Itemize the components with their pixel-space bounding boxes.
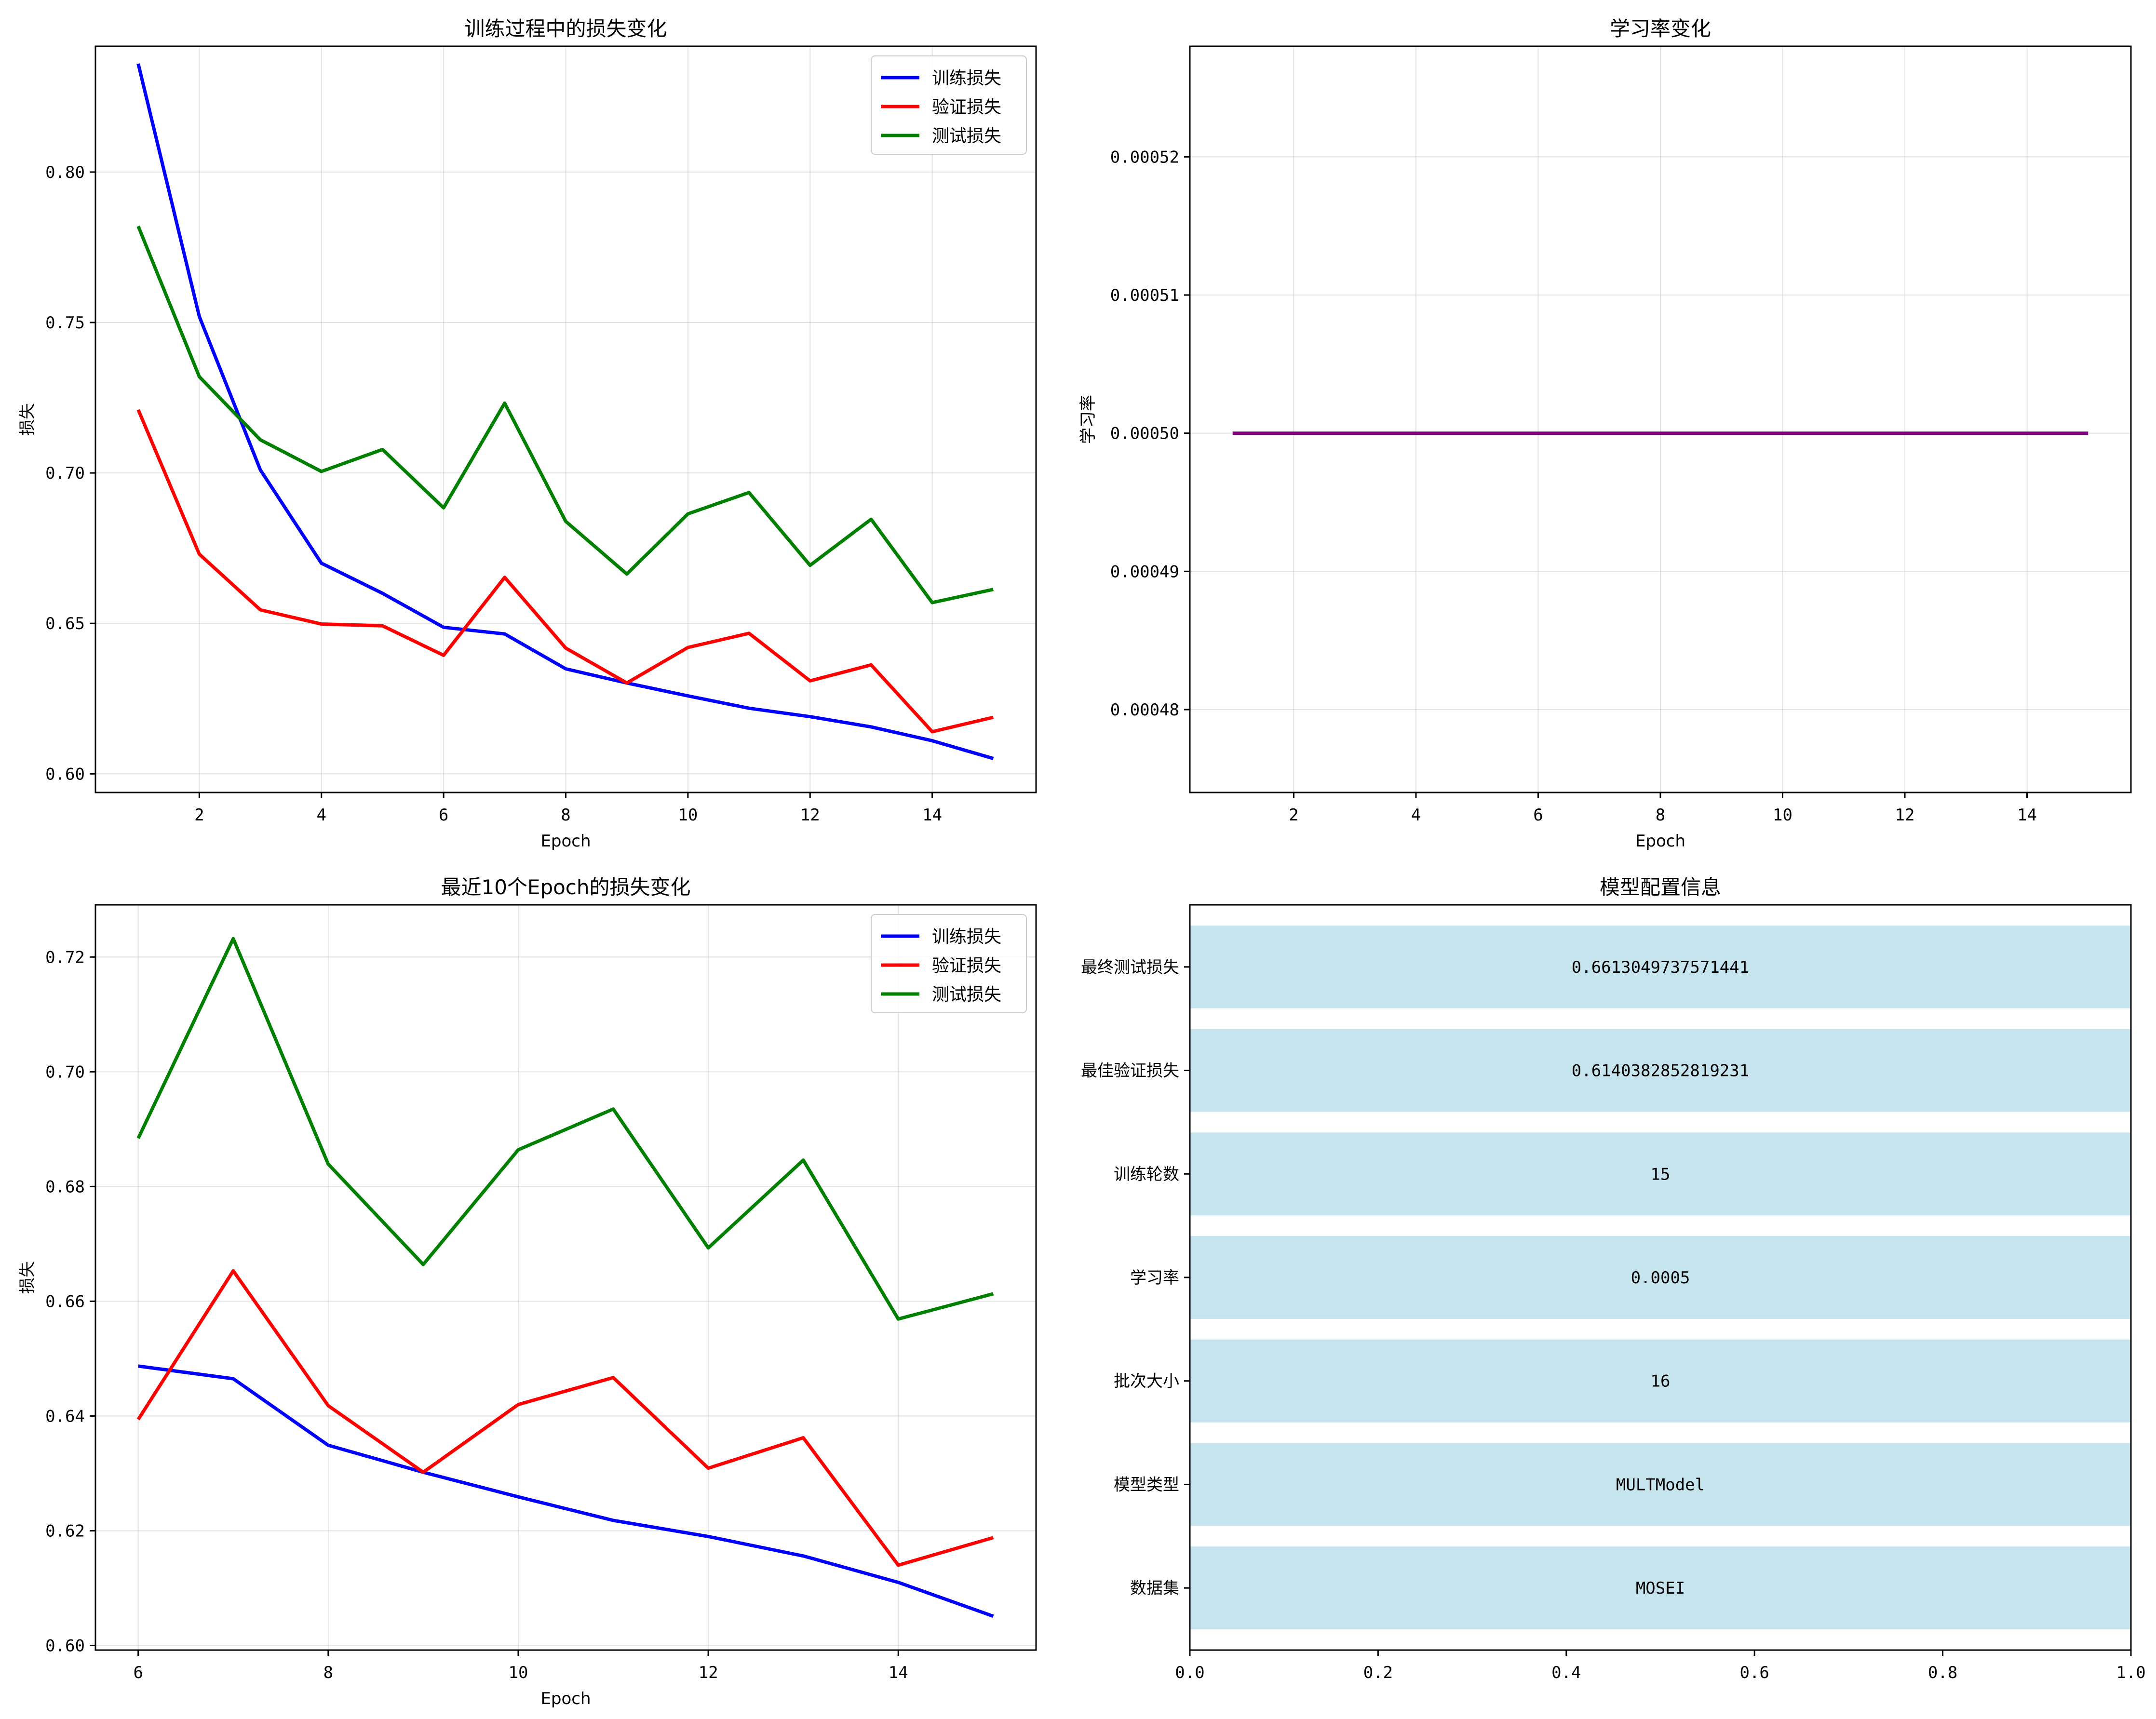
x-tick-label: 1.0 bbox=[2116, 1663, 2145, 1682]
legend-label: 训练损失 bbox=[932, 68, 1001, 88]
config-value: 15 bbox=[1651, 1165, 1671, 1184]
config-bar bbox=[1190, 1029, 2131, 1112]
y-tick-label: 0.60 bbox=[45, 765, 85, 784]
y-tick-label: 0.80 bbox=[45, 163, 85, 182]
x-tick-label: 6 bbox=[133, 1663, 143, 1682]
x-tick-label: 12 bbox=[1895, 806, 1915, 825]
y-tick-label: 批次大小 bbox=[1114, 1372, 1179, 1391]
x-axis-label: Epoch bbox=[540, 1689, 591, 1708]
series-line bbox=[136, 409, 994, 734]
x-tick-label: 10 bbox=[1773, 806, 1792, 825]
x-tick-label: 0.0 bbox=[1175, 1663, 1204, 1682]
config-value: 0.6140382852819231 bbox=[1572, 1061, 1749, 1081]
y-axis-label: 损失 bbox=[18, 1261, 37, 1294]
model-config-panel: 模型配置信息 0.6613049737571441 最终测试损失 0.6140382… bbox=[1081, 875, 2146, 1682]
series-line bbox=[138, 1364, 994, 1618]
y-tick-label: 0.00051 bbox=[1110, 286, 1179, 305]
x-tick-label: 8 bbox=[561, 806, 570, 825]
config-value: 0.0005 bbox=[1631, 1268, 1690, 1288]
y-tick-label: 最终测试损失 bbox=[1081, 958, 1179, 977]
x-tick-label: 6 bbox=[439, 806, 448, 825]
x-axis-label: Epoch bbox=[540, 832, 591, 851]
x-tick-label: 14 bbox=[922, 806, 942, 825]
x-tick-label: 0.6 bbox=[1739, 1663, 1769, 1682]
series-line bbox=[136, 63, 994, 760]
y-tick-label: 0.65 bbox=[45, 614, 85, 633]
legend-label: 训练损失 bbox=[932, 927, 1001, 947]
x-tick-label: 14 bbox=[889, 1663, 908, 1682]
y-axis-label: 学习率 bbox=[1078, 395, 1098, 444]
legend-box bbox=[871, 914, 1027, 1013]
legend-box bbox=[871, 55, 1027, 155]
y-tick-label: 0.75 bbox=[45, 313, 85, 333]
x-tick-label: 2 bbox=[1289, 806, 1298, 825]
y-tick-label: 0.64 bbox=[45, 1407, 85, 1426]
loss-chart-panel: 训练过程中的损失变化 Epoch 损失 2 4 6 8 10 12 14 0.60 0.65 0.… bbox=[18, 17, 1037, 851]
y-tick-label: 学习率 bbox=[1130, 1268, 1179, 1288]
y-axis-label: 损失 bbox=[18, 403, 37, 436]
y-tick-label: 0.00049 bbox=[1110, 562, 1179, 581]
x-tick-label: 0.2 bbox=[1363, 1663, 1393, 1682]
x-tick-label: 4 bbox=[1411, 806, 1421, 825]
y-tick-label: 训练轮数 bbox=[1114, 1165, 1179, 1184]
x-tick-label: 8 bbox=[323, 1663, 333, 1682]
x-tick-label: 8 bbox=[1656, 806, 1665, 825]
y-tick-label: 0.66 bbox=[45, 1292, 85, 1311]
x-tick-label: 12 bbox=[699, 1663, 718, 1682]
y-tick-label: 数据集 bbox=[1130, 1579, 1179, 1598]
y-tick-label: 最佳验证损失 bbox=[1081, 1061, 1179, 1081]
y-tick-label: 0.72 bbox=[45, 948, 85, 967]
config-value: 16 bbox=[1651, 1372, 1671, 1391]
y-tick-label: 0.00052 bbox=[1110, 148, 1179, 167]
plot-frame bbox=[1189, 904, 2132, 1651]
x-tick-label: 10 bbox=[508, 1663, 528, 1682]
learning-rate-panel: 学习率变化 Epoch 学习率 2 4 6 8 10 12 14 0.00048 0.00049… bbox=[1078, 17, 2132, 851]
y-tick-label: 0.00050 bbox=[1110, 424, 1179, 443]
x-tick-label: 14 bbox=[2017, 806, 2037, 825]
recent-loss-panel: 最近10个Epoch的损失变化 Epoch 损失 6 8 10 12 14 0.60 0.6… bbox=[18, 875, 1037, 1708]
y-tick-label: 0.68 bbox=[45, 1177, 85, 1196]
x-tick-label: 4 bbox=[317, 806, 326, 825]
config-value: MOSEI bbox=[1636, 1579, 1685, 1598]
config-bar bbox=[1190, 925, 2131, 1008]
x-tick-label: 6 bbox=[1533, 806, 1543, 825]
config-bar bbox=[1190, 1443, 2131, 1526]
x-tick-label: 2 bbox=[194, 806, 204, 825]
y-tick-label: 0.60 bbox=[45, 1636, 85, 1655]
chart-title: 最近10个Epoch的损失变化 bbox=[441, 875, 690, 899]
x-axis-label: Epoch bbox=[1635, 832, 1685, 851]
config-value: MULTModel bbox=[1616, 1475, 1705, 1494]
config-bar bbox=[1190, 1236, 2131, 1319]
legend-label: 验证损失 bbox=[932, 97, 1001, 117]
series-line bbox=[136, 937, 994, 1321]
x-tick-label: 0.8 bbox=[1928, 1663, 1957, 1682]
chart-title: 学习率变化 bbox=[1610, 17, 1711, 40]
y-tick-label: 模型类型 bbox=[1114, 1475, 1179, 1494]
chart-title: 模型配置信息 bbox=[1600, 875, 1721, 899]
y-tick-label: 0.70 bbox=[45, 1062, 85, 1082]
y-tick-label: 0.62 bbox=[45, 1521, 85, 1541]
legend-label: 测试损失 bbox=[932, 126, 1001, 146]
plot-frame bbox=[94, 904, 1037, 1651]
chart-title: 训练过程中的损失变化 bbox=[464, 17, 667, 40]
config-bar bbox=[1190, 1546, 2131, 1630]
series-line bbox=[136, 225, 994, 604]
x-tick-label: 10 bbox=[678, 806, 698, 825]
legend-label: 验证损失 bbox=[932, 956, 1001, 976]
config-bar bbox=[1190, 1339, 2131, 1423]
series-line bbox=[136, 1269, 994, 1567]
config-value: 0.6613049737571441 bbox=[1572, 958, 1749, 977]
x-tick-label: 0.4 bbox=[1551, 1663, 1581, 1682]
legend-label: 测试损失 bbox=[932, 985, 1001, 1005]
config-bar bbox=[1190, 1132, 2131, 1216]
y-tick-label: 0.70 bbox=[45, 464, 85, 483]
y-tick-label: 0.00048 bbox=[1110, 700, 1179, 720]
x-tick-label: 12 bbox=[800, 806, 820, 825]
